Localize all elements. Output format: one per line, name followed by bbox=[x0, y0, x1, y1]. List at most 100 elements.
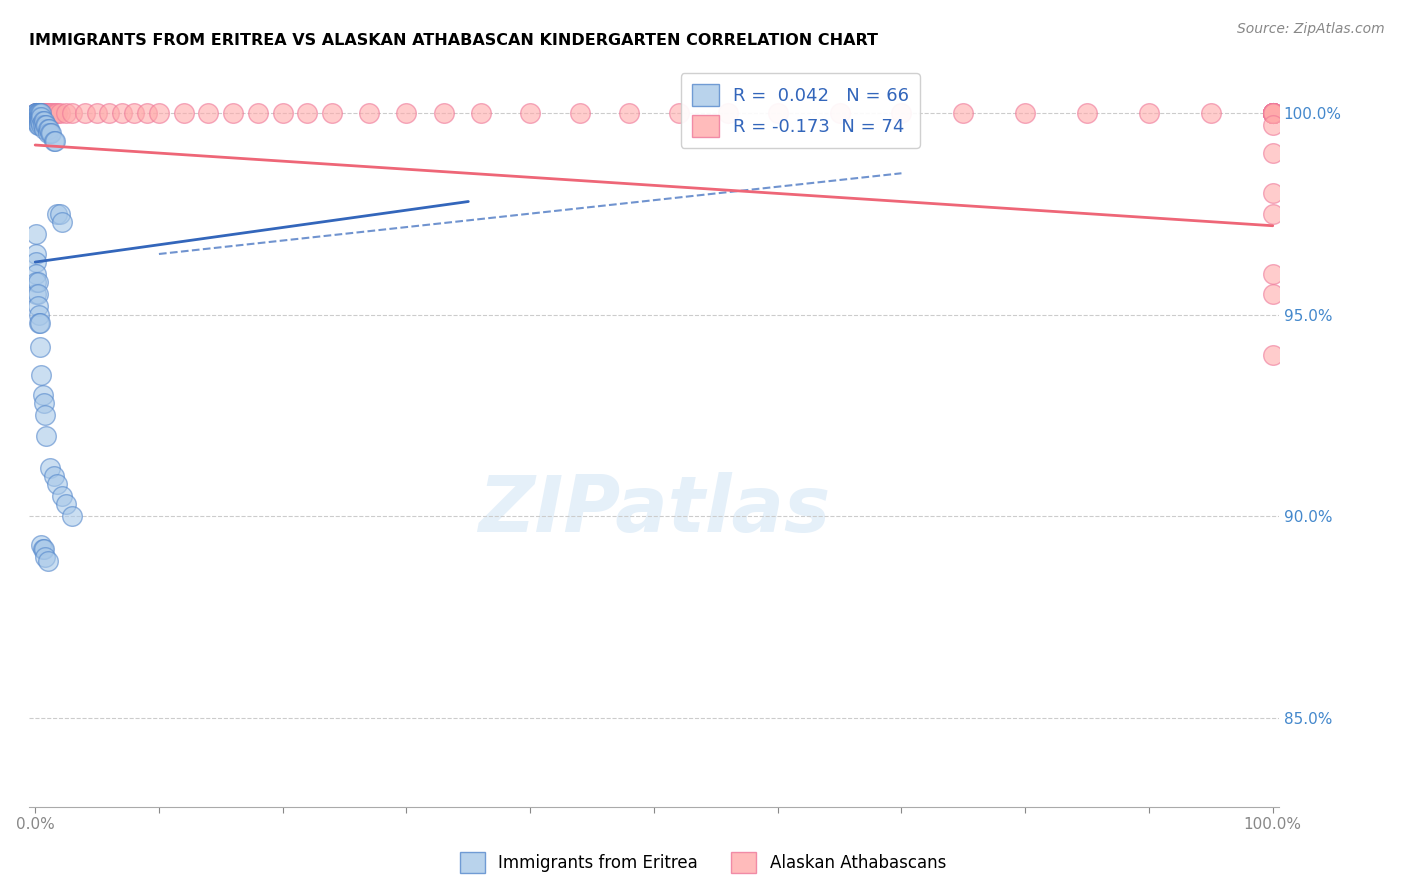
Point bbox=[1261, 105, 1284, 120]
Point bbox=[73, 105, 96, 120]
Point bbox=[1261, 105, 1284, 120]
Text: Source: ZipAtlas.com: Source: ZipAtlas.com bbox=[1237, 22, 1385, 37]
Point bbox=[30, 110, 52, 124]
Point bbox=[1261, 105, 1284, 120]
Point bbox=[1261, 206, 1284, 220]
Point bbox=[1261, 105, 1284, 120]
Point bbox=[25, 275, 48, 289]
Point bbox=[46, 206, 69, 220]
Point bbox=[46, 477, 69, 491]
Point bbox=[432, 105, 454, 120]
Point bbox=[37, 126, 59, 140]
Point bbox=[55, 105, 77, 120]
Point bbox=[25, 247, 48, 261]
Point bbox=[30, 105, 52, 120]
Point bbox=[28, 110, 51, 124]
Point bbox=[25, 105, 48, 120]
Point bbox=[1261, 287, 1284, 301]
Point bbox=[25, 113, 48, 128]
Point bbox=[44, 105, 66, 120]
Point bbox=[27, 105, 49, 120]
Point bbox=[30, 105, 52, 120]
Point bbox=[297, 105, 319, 120]
Point bbox=[28, 105, 51, 120]
Point bbox=[27, 300, 49, 314]
Point bbox=[1014, 105, 1036, 120]
Point bbox=[1261, 105, 1284, 120]
Point bbox=[568, 105, 591, 120]
Point bbox=[25, 105, 48, 120]
Point bbox=[30, 105, 52, 120]
Point bbox=[1076, 105, 1098, 120]
Point bbox=[148, 105, 170, 120]
Point bbox=[35, 118, 58, 132]
Point bbox=[28, 118, 51, 132]
Point bbox=[37, 554, 59, 568]
Point bbox=[1261, 105, 1284, 120]
Point bbox=[1261, 267, 1284, 281]
Point bbox=[197, 105, 219, 120]
Point bbox=[38, 121, 60, 136]
Point bbox=[1261, 186, 1284, 201]
Point bbox=[25, 267, 48, 281]
Point bbox=[51, 215, 73, 229]
Point bbox=[34, 105, 56, 120]
Point bbox=[30, 538, 52, 552]
Point bbox=[222, 105, 245, 120]
Point bbox=[246, 105, 269, 120]
Point bbox=[27, 105, 49, 120]
Point bbox=[25, 105, 48, 120]
Point bbox=[55, 497, 77, 511]
Point bbox=[30, 368, 52, 383]
Point bbox=[37, 105, 59, 120]
Point bbox=[28, 316, 51, 330]
Point bbox=[32, 396, 55, 410]
Point bbox=[39, 126, 62, 140]
Point bbox=[25, 287, 48, 301]
Point bbox=[31, 118, 53, 132]
Point bbox=[30, 105, 52, 120]
Point bbox=[32, 121, 55, 136]
Point bbox=[30, 340, 52, 354]
Point bbox=[1261, 105, 1284, 120]
Point bbox=[122, 105, 145, 120]
Point bbox=[46, 105, 69, 120]
Point bbox=[32, 541, 55, 556]
Point bbox=[27, 105, 49, 120]
Point bbox=[470, 105, 492, 120]
Point bbox=[30, 110, 52, 124]
Point bbox=[1261, 348, 1284, 362]
Text: ZIPatlas: ZIPatlas bbox=[478, 472, 830, 548]
Point bbox=[1261, 105, 1284, 120]
Point bbox=[31, 388, 53, 402]
Point bbox=[25, 227, 48, 241]
Point bbox=[1261, 105, 1284, 120]
Point bbox=[1261, 146, 1284, 161]
Legend: R =  0.042   N = 66, R = -0.173  N = 74: R = 0.042 N = 66, R = -0.173 N = 74 bbox=[681, 73, 920, 148]
Point bbox=[25, 255, 48, 269]
Point bbox=[51, 489, 73, 503]
Point bbox=[1261, 105, 1284, 120]
Point bbox=[34, 409, 56, 423]
Point bbox=[359, 105, 381, 120]
Legend: Immigrants from Eritrea, Alaskan Athabascans: Immigrants from Eritrea, Alaskan Athabas… bbox=[453, 846, 953, 880]
Point bbox=[766, 105, 789, 120]
Point bbox=[98, 105, 121, 120]
Point bbox=[1261, 105, 1284, 120]
Point bbox=[37, 121, 59, 136]
Point bbox=[1199, 105, 1222, 120]
Point bbox=[30, 118, 52, 132]
Point bbox=[27, 118, 49, 132]
Point bbox=[28, 308, 51, 322]
Point bbox=[173, 105, 195, 120]
Point bbox=[135, 105, 157, 120]
Point bbox=[39, 105, 62, 120]
Point bbox=[34, 118, 56, 132]
Point bbox=[42, 134, 65, 148]
Point bbox=[34, 549, 56, 564]
Point bbox=[32, 105, 55, 120]
Point bbox=[519, 105, 541, 120]
Point bbox=[668, 105, 690, 120]
Point bbox=[27, 105, 49, 120]
Point bbox=[321, 105, 343, 120]
